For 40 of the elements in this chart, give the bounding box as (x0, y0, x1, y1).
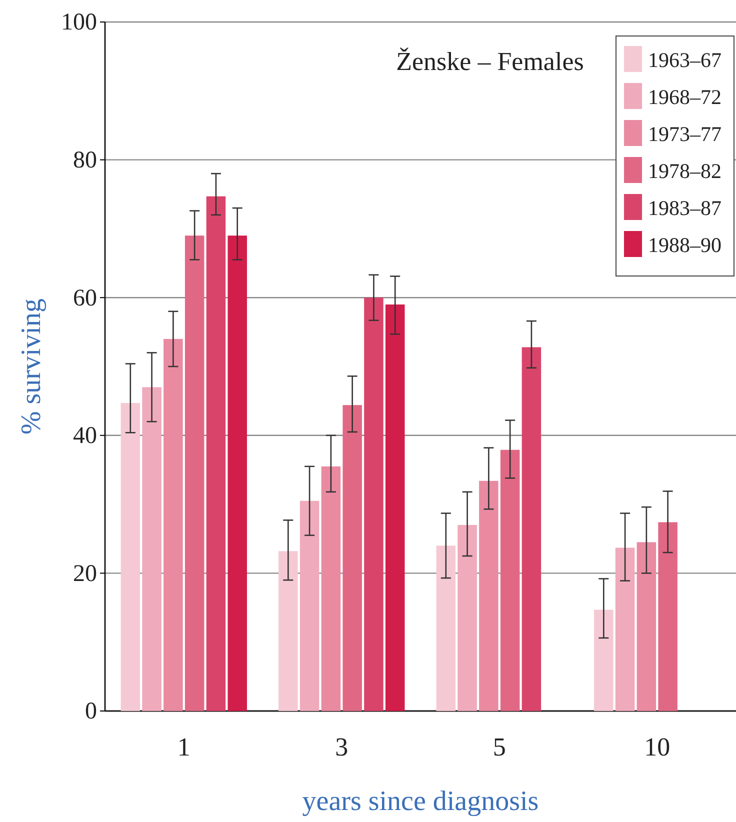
y-axis-title: % surviving (16, 298, 47, 435)
text: Ženske – Females (396, 47, 584, 76)
bar (500, 450, 520, 711)
bar (479, 480, 498, 711)
x-tick-label: 10 (644, 732, 670, 762)
legend-label: 1978–82 (648, 159, 722, 183)
bar (184, 236, 204, 711)
bar (385, 304, 405, 711)
bar (278, 551, 298, 711)
bar (658, 522, 678, 711)
bar (164, 338, 183, 711)
bar (594, 610, 614, 711)
legend-label: 1963–67 (648, 48, 722, 72)
bar (342, 405, 362, 711)
y-tick-label: 0 (85, 698, 97, 725)
bar (636, 542, 656, 711)
bar (206, 196, 226, 711)
y-tick-label: 60 (73, 285, 97, 312)
bar (228, 236, 247, 711)
bar (436, 546, 456, 711)
x-tick-label: 1 (177, 732, 190, 762)
bar (458, 524, 477, 711)
bar (364, 298, 384, 711)
bar (300, 500, 320, 711)
y-tick-label: 20 (73, 560, 97, 587)
bar (120, 403, 140, 711)
y-tick-label: 100 (61, 10, 97, 36)
legend-label: 1968–72 (648, 85, 722, 109)
y-tick-label: 40 (73, 423, 97, 450)
bar (615, 548, 635, 711)
x-tick-label: 5 (492, 732, 506, 762)
legend-label: 1973–77 (648, 122, 722, 146)
bar (321, 466, 341, 711)
y-tick-label: 80 (73, 147, 97, 174)
bar (142, 387, 162, 711)
x-axis-title: years since diagnosis (302, 786, 539, 817)
bar (522, 347, 542, 711)
x-tick-label: 3 (335, 732, 348, 762)
legend-label: 1988–90 (648, 233, 722, 257)
legend-label: 1983–87 (648, 196, 722, 220)
